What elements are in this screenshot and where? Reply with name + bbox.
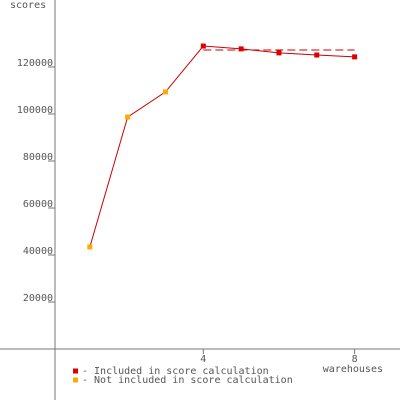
data-point (314, 52, 320, 58)
y-tick-label: 20000 (23, 293, 53, 304)
y-tick-label: 60000 (23, 199, 53, 210)
data-point (87, 244, 93, 250)
x-tick-label: 8 (352, 354, 358, 365)
data-point (200, 43, 206, 49)
y-tick-label: 120000 (17, 58, 53, 69)
data-point (125, 114, 131, 120)
data-line (89, 45, 355, 248)
data-point (352, 54, 358, 60)
legend-label: - Included in score calculation (82, 366, 269, 377)
legend-marker (73, 368, 78, 374)
data-point (162, 89, 168, 95)
legend-marker (73, 377, 78, 383)
y-tick-label: 100000 (17, 105, 53, 116)
x-tick-label: 4 (200, 354, 206, 365)
legend-label: - Not included in score calculation (82, 375, 293, 386)
x-axis-label: warehouses (323, 364, 383, 375)
data-point (238, 46, 244, 52)
data-point (276, 50, 282, 56)
y-axis-label: scores (10, 0, 46, 11)
y-tick-label: 40000 (23, 246, 53, 257)
y-tick-label: 80000 (23, 152, 53, 163)
